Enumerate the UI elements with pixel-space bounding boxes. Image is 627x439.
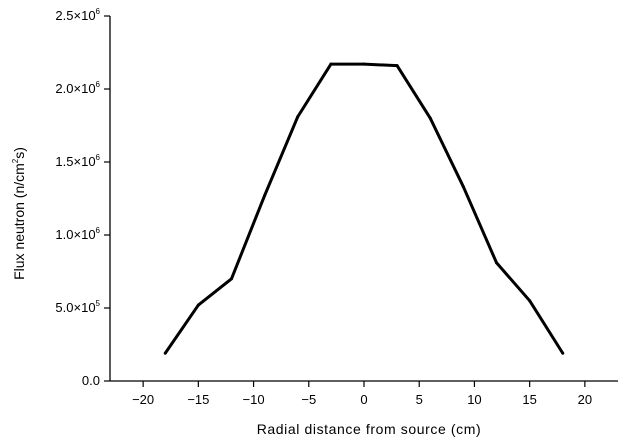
y-tick-label: 1.5×106 — [55, 153, 100, 169]
x-tick-label: −5 — [301, 392, 316, 407]
y-axis-label: Flux neutron (n/cm2s) — [11, 147, 27, 280]
data-point — [263, 194, 267, 198]
data-point — [428, 116, 432, 120]
x-tick-label: 0 — [360, 392, 367, 407]
y-tick-exponent: 6 — [96, 80, 101, 89]
x-axis-label: Radial distance from source (cm) — [257, 421, 482, 437]
y-tick-exponent: 6 — [96, 226, 101, 235]
y-tick-exponent: 5 — [96, 299, 101, 308]
data-point — [561, 351, 565, 355]
y-tick-label: 2.5×106 — [55, 7, 100, 23]
y-tick-label: 5.0×105 — [55, 299, 100, 315]
y-axis-label-sup: 2 — [11, 158, 20, 163]
y-tick-base: 1.5×10 — [55, 154, 95, 169]
data-point — [196, 303, 200, 307]
y-tick-exponent: 6 — [96, 153, 101, 162]
x-tick-label: 20 — [578, 392, 592, 407]
data-point — [461, 185, 465, 189]
y-tick-label: 2.0×106 — [55, 80, 100, 96]
x-tick-label: −20 — [132, 392, 154, 407]
data-point — [495, 261, 499, 265]
y-tick-base: 1.0×10 — [55, 227, 95, 242]
x-tick-label: −10 — [243, 392, 265, 407]
x-tick-label: −15 — [187, 392, 209, 407]
series-line — [163, 62, 565, 355]
y-axis-label-main: Flux neutron (n/cm — [11, 163, 27, 280]
data-point — [296, 115, 300, 119]
x-axis-ticks: −20 −15 −10 −5 0 5 10 15 20 — [132, 381, 592, 407]
data-point — [229, 277, 233, 281]
y-tick-base: 5.0×10 — [55, 300, 95, 315]
data-point — [163, 351, 167, 355]
y-tick-label: 0.0 — [82, 373, 100, 388]
y-tick-label: 1.0×106 — [55, 226, 100, 242]
data-point — [395, 64, 399, 68]
y-tick-base: 2.0×10 — [55, 81, 95, 96]
y-tick-exponent: 6 — [96, 7, 101, 16]
data-point — [528, 299, 532, 303]
y-tick-base: 0.0 — [82, 373, 100, 388]
plot-frame — [109, 16, 618, 382]
x-tick-label: 5 — [416, 392, 423, 407]
series-layer — [163, 62, 565, 355]
y-axis-label-end: s) — [11, 147, 27, 159]
data-point — [362, 62, 366, 66]
x-tick-label: 15 — [522, 392, 536, 407]
y-tick-base: 2.5×10 — [55, 8, 95, 23]
data-point — [329, 62, 333, 66]
x-tick-label: 10 — [467, 392, 481, 407]
